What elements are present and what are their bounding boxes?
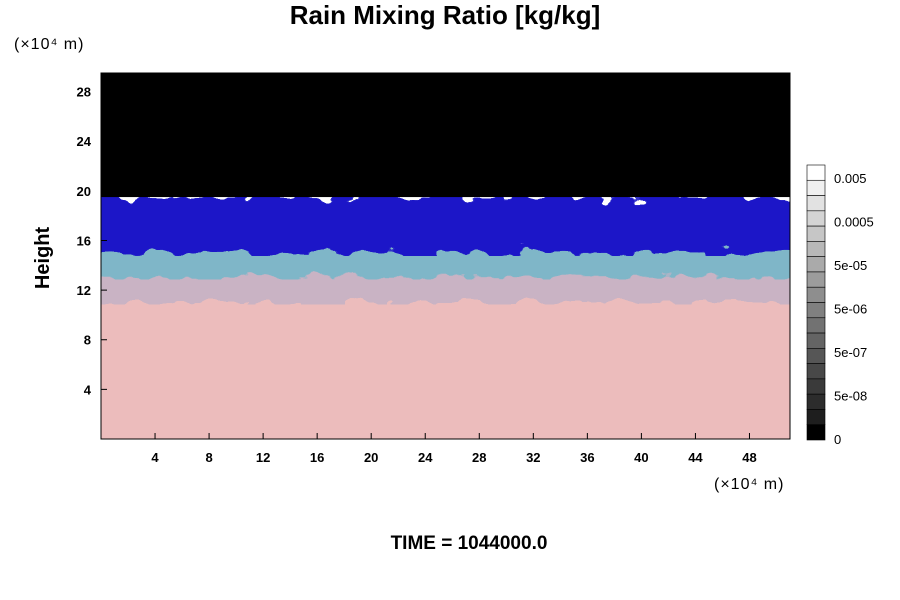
colorbar-swatch [806,164,826,181]
colorbar: 0.005 0.0005 5e-05 5e-06 5e-07 5e-08 0 [806,164,874,447]
y-tick-label: 16 [77,233,91,248]
y-tick-label: 20 [77,184,91,199]
y-axis: 4 8 12 16 20 24 28 [77,85,107,397]
x-axis-unit: (×10⁴ m) [714,476,784,493]
colorbar-swatch [806,332,826,349]
y-tick-label: 8 [84,333,91,348]
x-tick-label: 4 [151,450,159,465]
colorbar-swatch [806,317,826,334]
chart-title: Rain Mixing Ratio [kg/kg] [290,0,601,30]
colorbar-swatch [806,241,826,257]
colorbar-label: 5e-07 [834,345,867,360]
field-layer-top [101,73,790,198]
colorbar-swatch [806,195,826,212]
colorbar-swatch [806,225,826,242]
colorbar-swatch [806,179,826,196]
colorbar-swatch [806,286,826,303]
x-tick-label: 48 [742,450,756,465]
y-axis-label: Height [32,227,54,290]
colorbar-swatch [806,393,826,410]
colorbar-swatch [806,210,826,227]
colorbar-label: 5e-05 [834,258,867,273]
colorbar-swatch [806,302,826,319]
plot-frame [100,72,791,440]
colorbar-swatch [806,271,826,288]
y-tick-label: 28 [77,85,91,100]
x-tick-label: 16 [310,450,324,465]
y-axis-unit: (×10⁴ m) [14,36,84,53]
plot-area [101,73,790,439]
x-tick-label: 44 [688,450,703,465]
colorbar-swatch [806,424,826,441]
time-label: TIME = 1044000.0 [391,533,548,554]
y-tick-label: 4 [84,382,92,397]
colorbar-swatch [806,409,826,426]
colorbar-swatch [806,348,826,364]
x-tick-label: 32 [526,450,540,465]
x-tick-label: 20 [364,450,378,465]
field-layer-surface [101,290,790,439]
colorbar-swatch [806,363,826,380]
colorbar-swatch [806,378,826,395]
colorbar-label: 0 [834,432,841,447]
x-tick-label: 8 [205,450,212,465]
field-layer-blue [101,197,790,253]
y-tick-label: 24 [77,134,92,149]
x-tick-label: 28 [472,450,486,465]
colorbar-label: 5e-06 [834,302,867,317]
colorbar-label: 0.0005 [834,215,874,230]
colorbar-swatch [806,256,826,273]
colorbar-label: 0.005 [834,171,867,186]
x-tick-label: 36 [580,450,594,465]
y-tick-label: 12 [77,283,91,298]
x-tick-label: 12 [256,450,270,465]
x-tick-label: 24 [418,450,433,465]
x-tick-label: 40 [634,450,648,465]
x-axis: 4 8 12 16 20 24 28 32 36 40 44 48 [151,433,757,465]
colorbar-label: 5e-08 [834,389,867,404]
